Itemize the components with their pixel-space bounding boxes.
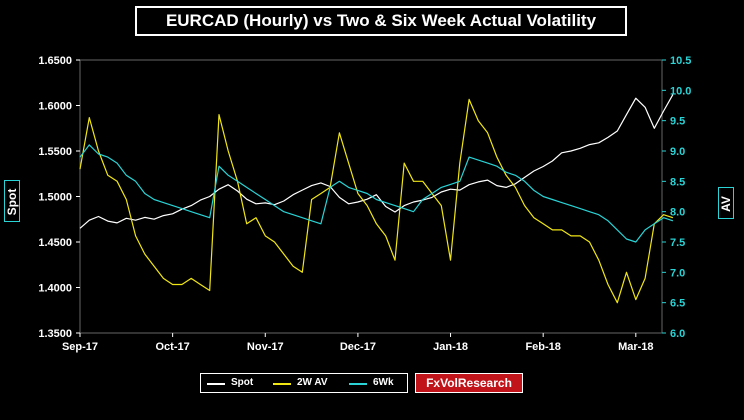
left-tick-label: 1.5500 [38, 146, 72, 158]
x-tick-label: Jan-18 [433, 341, 468, 353]
right-axis: 6.0 6.5 7.0 7.5 8.0 8.5 9.0 9.5 10.0 10.5 [662, 55, 691, 340]
right-tick-label: 6.0 [670, 328, 685, 340]
legend-swatch-6wk [349, 383, 367, 385]
right-tick-label: 9.0 [670, 146, 685, 158]
left-tick-label: 1.6000 [38, 101, 72, 113]
series-line-spot [79, 94, 674, 229]
brand-badge: FxVolResearch [415, 373, 523, 393]
legend: Spot 2W AV 6Wk [200, 373, 408, 393]
chart-title: EURCAD (Hourly) vs Two & Six Week Actual… [135, 6, 627, 36]
x-tick-label: Sep-17 [62, 341, 98, 353]
legend-swatch-2w-av [273, 383, 291, 385]
left-tick-label: 1.3500 [38, 328, 72, 340]
legend-item-6wk: 6Wk [349, 374, 405, 392]
x-tick-label: Dec-17 [340, 341, 376, 353]
right-tick-label: 10.5 [670, 55, 691, 67]
legend-item-2w-av: 2W AV [273, 374, 339, 392]
right-tick-label: 8.0 [670, 207, 685, 219]
right-tick-label: 6.5 [670, 298, 685, 310]
series-line-6wk [79, 144, 674, 243]
legend-label-spot: Spot [231, 377, 254, 388]
left-axis-title: Spot [4, 180, 20, 222]
x-axis: Sep-17 Oct-17 Nov-17 Dec-17 Jan-18 Feb-18 Mar-… [62, 333, 654, 353]
x-tick-label: Nov-17 [247, 341, 284, 353]
series-line-2w-av [79, 98, 674, 304]
x-tick-label: Oct-17 [156, 341, 190, 353]
right-tick-label: 9.5 [670, 116, 685, 128]
legend-label-2w-av: 2W AV [297, 377, 328, 388]
right-axis-title: AV [718, 187, 734, 219]
left-tick-label: 1.6500 [38, 55, 72, 67]
right-tick-label: 7.5 [670, 237, 685, 249]
right-axis-title-text: AV [719, 196, 733, 212]
left-axis-title-text: Spot [5, 188, 19, 216]
legend-label-6wk: 6Wk [373, 377, 394, 388]
legend-item-spot: Spot [207, 374, 269, 392]
legend-swatch-spot [207, 383, 225, 385]
left-tick-label: 1.5000 [38, 192, 72, 204]
right-tick-label: 8.5 [670, 176, 685, 188]
right-tick-label: 7.0 [670, 267, 685, 279]
x-tick-label: Feb-18 [525, 341, 560, 353]
left-tick-label: 1.4500 [38, 237, 72, 249]
left-tick-label: 1.4000 [38, 283, 72, 295]
x-tick-label: Mar-18 [618, 341, 653, 353]
series-layer [79, 94, 674, 304]
right-tick-label: 10.0 [670, 85, 691, 97]
left-axis: 1.3500 1.4000 1.4500 1.5000 1.5500 1.6000 1.65… [38, 55, 80, 340]
